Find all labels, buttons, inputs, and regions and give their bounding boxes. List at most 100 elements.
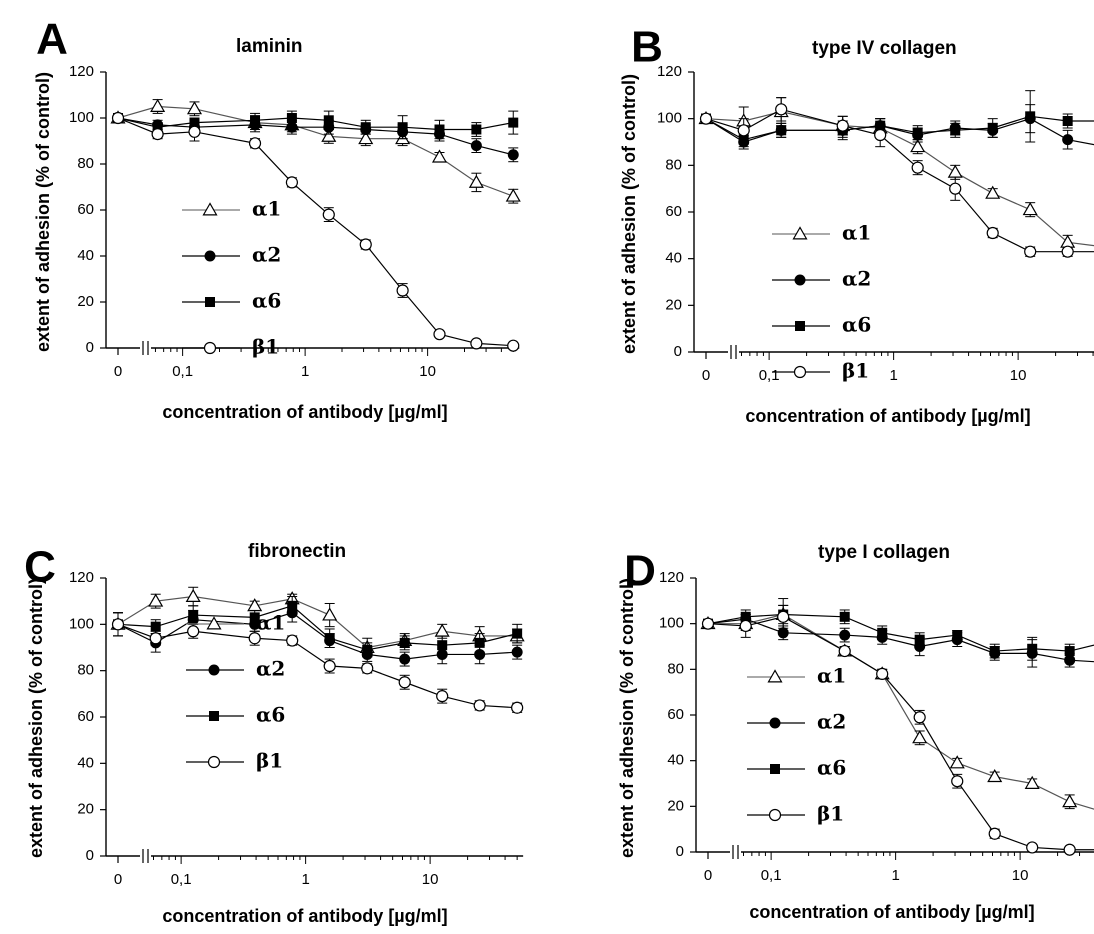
x-tick-label: 0 — [114, 871, 122, 888]
data-point — [986, 226, 999, 240]
legend: α1 α2 α6 β1 — [182, 197, 281, 359]
series-α1 — [110, 98, 521, 204]
data-point — [323, 659, 336, 673]
data-point — [912, 127, 923, 138]
data-point — [508, 117, 519, 128]
series-α6 — [701, 90, 1094, 148]
series-β1 — [111, 612, 524, 714]
data-point — [470, 337, 483, 350]
legend-marker — [767, 669, 783, 683]
x-tick-label: 0 — [704, 867, 712, 884]
panel-letter: D — [624, 547, 656, 596]
legend-marker — [769, 717, 781, 729]
legend-marker — [209, 711, 219, 721]
legend-label: α2 — [256, 657, 285, 681]
data-point — [989, 646, 1000, 657]
data-point — [776, 125, 787, 136]
y-tick-label: 100 — [69, 615, 94, 632]
data-point — [285, 176, 299, 189]
data-point — [507, 339, 520, 352]
series-line — [117, 117, 514, 347]
x-tick-label: 0 — [114, 363, 122, 380]
y-tick-label: 60 — [665, 203, 682, 220]
data-point — [322, 208, 335, 221]
y-tick-label: 20 — [667, 797, 684, 814]
legend-marker — [206, 616, 222, 630]
series-line — [705, 118, 1094, 146]
panel-title: type I collagen — [818, 542, 950, 563]
legend-label: β1 — [817, 802, 844, 826]
legend-label: α2 — [842, 267, 871, 291]
data-point — [186, 101, 203, 115]
legend-marker — [205, 297, 215, 307]
data-point — [952, 630, 963, 641]
y-tick-label: 80 — [665, 156, 682, 173]
data-point — [839, 611, 850, 622]
data-point — [188, 610, 199, 621]
y-tick-label: 120 — [659, 569, 684, 586]
data-point — [360, 122, 371, 133]
legend-marker — [794, 274, 806, 286]
data-point — [249, 612, 260, 623]
y-axis-label: extent of adhesion (% of control) — [619, 74, 639, 354]
data-point — [152, 122, 163, 133]
legend-label: α6 — [817, 756, 846, 780]
data-point — [1063, 843, 1076, 856]
y-tick-label: 100 — [657, 110, 682, 127]
legend-marker — [768, 808, 782, 822]
data-point — [359, 238, 372, 251]
legend-label: β1 — [252, 335, 279, 359]
data-point — [913, 711, 926, 724]
data-point — [474, 637, 485, 648]
legend-marker — [793, 365, 807, 379]
y-tick-label: 60 — [77, 708, 94, 725]
y-tick-label: 0 — [86, 339, 94, 356]
data-point — [987, 768, 1003, 783]
data-point — [914, 634, 925, 645]
data-point — [362, 644, 373, 655]
series-line — [117, 623, 518, 709]
data-point — [324, 633, 335, 644]
x-tick-label: 0,1 — [761, 867, 782, 884]
data-point — [433, 328, 446, 341]
data-point — [737, 124, 750, 137]
y-tick-label: 40 — [665, 250, 682, 267]
legend: α1 α2 α6 β1 — [186, 611, 285, 773]
legend-marker — [792, 226, 808, 240]
series-line — [117, 595, 518, 649]
legend: α1 α2 α6 β1 — [772, 221, 871, 383]
data-point — [1062, 134, 1074, 146]
data-point — [910, 138, 926, 153]
series-line — [705, 111, 1094, 247]
y-tick-label: 120 — [657, 63, 682, 80]
legend-label: α6 — [256, 703, 285, 727]
data-point — [398, 676, 411, 689]
y-tick-label: 60 — [77, 201, 94, 218]
y-tick-label: 40 — [77, 247, 94, 264]
data-point — [248, 632, 261, 645]
y-axis-label: extent of adhesion (% of control) — [26, 578, 46, 858]
panel-letter: B — [631, 23, 663, 72]
x-axis-label: concentration of antibody [µg/ml] — [745, 406, 1030, 426]
data-point — [396, 284, 409, 297]
x-tick-label: 0,1 — [759, 367, 780, 384]
x-tick-label: 1 — [891, 867, 899, 884]
data-point — [468, 174, 484, 188]
legend-label: β1 — [842, 359, 869, 383]
data-point — [150, 621, 161, 632]
series-β1 — [701, 604, 1094, 856]
y-tick-label: 20 — [77, 801, 94, 818]
x-tick-label: 10 — [419, 363, 436, 380]
legend-label: α1 — [817, 664, 846, 688]
series-line — [117, 605, 518, 651]
data-point — [1062, 794, 1078, 808]
data-point — [739, 619, 752, 633]
y-axis-label: extent of adhesion (% of control) — [617, 578, 637, 858]
x-tick-label: 0 — [702, 367, 710, 384]
y-tick-label: 120 — [69, 569, 94, 586]
data-point — [1061, 245, 1074, 258]
data-point — [512, 628, 523, 639]
data-point — [111, 111, 125, 125]
data-point — [399, 653, 411, 665]
